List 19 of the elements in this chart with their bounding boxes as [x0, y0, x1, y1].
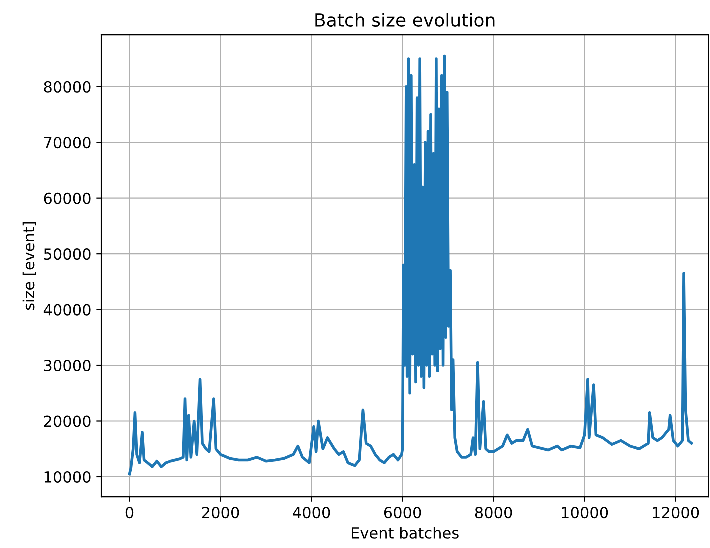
x-tick-label: 8000 — [475, 507, 512, 519]
y-tick-label: 80000 — [44, 81, 91, 93]
line-series — [128, 54, 694, 476]
x-tick-label: 2000 — [202, 507, 240, 519]
y-tick-label: 10000 — [44, 471, 91, 483]
x-tick-label: 0 — [126, 507, 134, 519]
y-tick-label: 40000 — [44, 304, 91, 316]
y-tick-label: 70000 — [44, 137, 91, 149]
y-tick-label: 60000 — [44, 192, 91, 204]
y-tick-label: 30000 — [44, 360, 91, 372]
y-tick-label: 50000 — [44, 248, 91, 260]
x-tick-label: 10000 — [562, 507, 608, 519]
y-tick-label: 20000 — [44, 416, 91, 428]
y-axis-title: size [event] — [22, 222, 36, 310]
x-tick-label: 4000 — [293, 507, 330, 519]
chart-title: Batch size evolution — [316, 13, 495, 27]
x-axis-title: Event batches — [352, 527, 459, 539]
x-tick-label: 6000 — [384, 507, 422, 519]
x-tick-label: 12000 — [653, 507, 700, 519]
